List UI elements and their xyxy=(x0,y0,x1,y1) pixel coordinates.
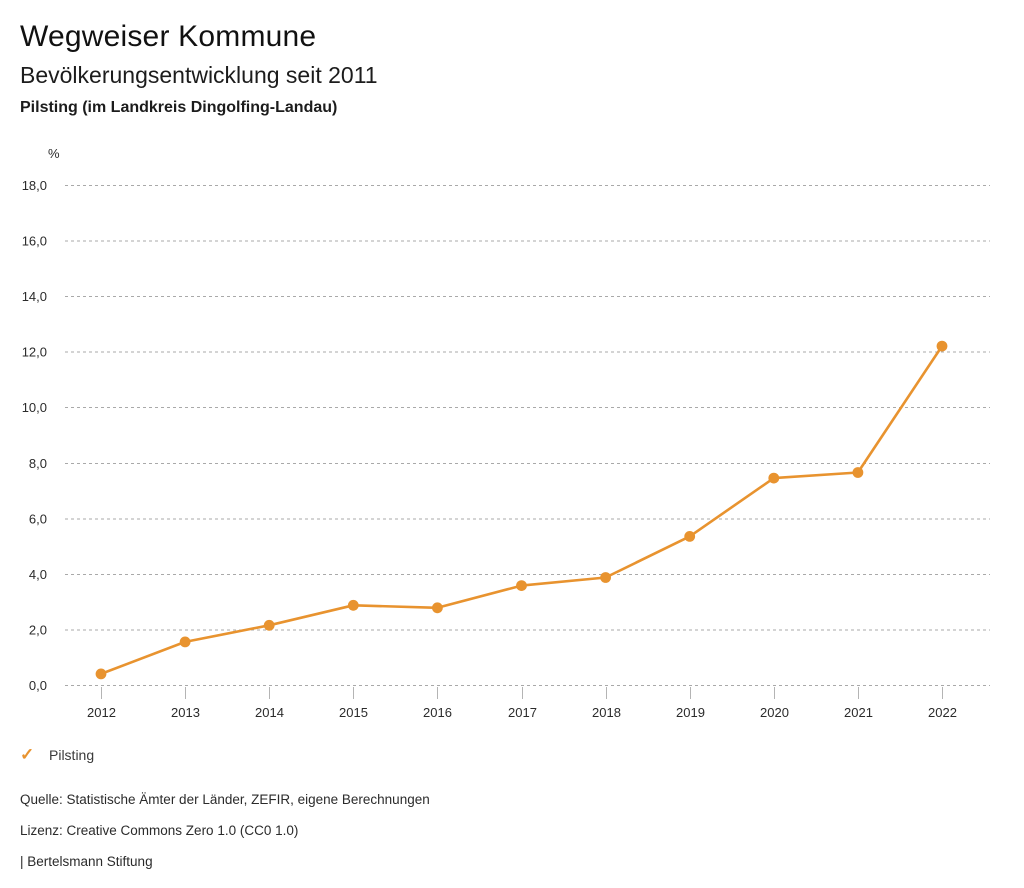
y-axis-tick-label: 12,0 xyxy=(22,345,47,360)
chart-header: Wegweiser Kommune Bevölkerungsentwicklun… xyxy=(20,18,1000,119)
y-axis-tick-label: 14,0 xyxy=(22,289,47,304)
footer-license: Lizenz: Creative Commons Zero 1.0 (CC0 1… xyxy=(20,823,299,838)
data-point-marker[interactable] xyxy=(347,599,359,611)
data-point-marker[interactable] xyxy=(432,602,443,614)
y-axis-tick-label: 0,0 xyxy=(29,678,47,693)
y-axis-tick-label: 16,0 xyxy=(22,234,47,249)
x-axis-tick-label: 2013 xyxy=(171,705,200,720)
data-point-marker[interactable] xyxy=(95,668,107,680)
series-lines xyxy=(99,344,944,676)
series-line xyxy=(99,344,944,676)
data-point-marker[interactable] xyxy=(179,636,191,648)
footer-source: Quelle: Statistische Ämter der Länder, Z… xyxy=(20,792,430,807)
y-axis-tick-label: 4,0 xyxy=(29,567,47,582)
x-axis-tick-label: 2017 xyxy=(508,705,537,720)
x-axis-tick-label: 2022 xyxy=(928,705,957,720)
data-point-marker[interactable] xyxy=(852,467,864,478)
y-axis-unit-label: % xyxy=(48,146,60,161)
y-axis-tick-label: 8,0 xyxy=(29,456,47,471)
data-point-marker[interactable] xyxy=(263,619,275,631)
app-title: Wegweiser Kommune xyxy=(20,20,317,53)
x-axis-labels: 2012 2013 2014 2015 2016 2017 2018 2019 2020 2021… xyxy=(87,705,957,720)
chart-legend[interactable]: ✓ Pilsting xyxy=(20,744,94,766)
y-axis-tick-label: 6,0 xyxy=(29,511,47,526)
footer-publisher: | Bertelsmann Stiftung xyxy=(20,854,153,869)
x-axis-tick-label: 2019 xyxy=(676,705,705,720)
x-axis-tick-label: 2015 xyxy=(339,705,368,720)
data-point-marker[interactable] xyxy=(600,572,611,583)
data-point-marker[interactable] xyxy=(936,340,948,352)
x-axis-tick-label: 2012 xyxy=(87,705,116,720)
y-axis-tick-label: 2,0 xyxy=(29,622,47,637)
series-markers xyxy=(95,340,948,680)
y-axis-tick-label: 10,0 xyxy=(22,400,47,415)
chart-footer: Quelle: Statistische Ämter der Länder, Z… xyxy=(20,784,980,877)
y-axis-labels: 0,0 2,0 4,0 6,0 8,0 10,0 12,0 14,0 16,0 18,0 xyxy=(22,178,47,693)
data-point-marker[interactable] xyxy=(768,472,780,484)
legend-item-label: Pilsting xyxy=(49,747,95,763)
y-axis-tick-label: 18,0 xyxy=(22,178,47,193)
x-axis-tick-label: 2021 xyxy=(844,705,873,720)
x-axis-tick-label: 2014 xyxy=(255,705,284,720)
x-axis-tick-label: 2018 xyxy=(592,705,621,720)
x-axis-tick-label: 2020 xyxy=(760,705,789,720)
gridlines xyxy=(65,185,990,686)
x-axis-tickmarks xyxy=(101,687,943,699)
checkmark-icon: ✓ xyxy=(20,745,35,764)
data-point-marker[interactable] xyxy=(516,580,527,591)
chart-subtitle: Bevölkerungsentwicklung seit 2011 xyxy=(20,62,378,88)
chart-location: Pilsting (im Landkreis Dingolfing-Landau… xyxy=(20,99,338,116)
x-axis-tick-label: 2016 xyxy=(423,705,452,720)
data-point-marker[interactable] xyxy=(684,531,696,542)
